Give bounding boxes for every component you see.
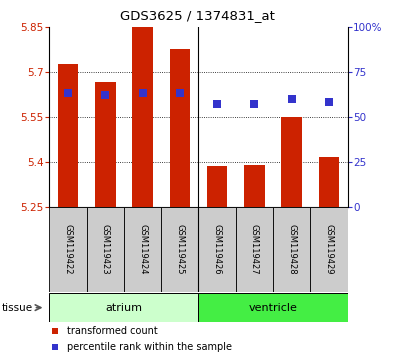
Text: atrium: atrium <box>105 303 143 313</box>
Text: GSM119424: GSM119424 <box>138 224 147 275</box>
Text: ventricle: ventricle <box>248 303 297 313</box>
Point <box>102 92 109 98</box>
Text: GSM119428: GSM119428 <box>287 224 296 275</box>
Text: GSM119423: GSM119423 <box>101 224 110 275</box>
Text: tissue: tissue <box>2 303 33 313</box>
Text: percentile rank within the sample: percentile rank within the sample <box>67 342 232 352</box>
Bar <box>58 64 78 207</box>
Bar <box>236 207 273 292</box>
Bar <box>273 207 310 292</box>
Bar <box>207 166 228 207</box>
Bar <box>87 207 124 292</box>
Point <box>250 272 256 277</box>
Bar <box>199 207 236 292</box>
Bar <box>132 25 153 207</box>
Text: GSM119429: GSM119429 <box>324 224 333 275</box>
Point <box>139 91 146 96</box>
Bar <box>319 158 339 207</box>
Bar <box>199 293 348 322</box>
Point <box>288 96 295 102</box>
Point <box>250 127 256 132</box>
Bar <box>95 82 116 207</box>
Bar <box>244 165 265 207</box>
Text: transformed count: transformed count <box>67 326 158 336</box>
Text: GSM119422: GSM119422 <box>64 224 73 275</box>
Bar <box>49 293 199 322</box>
Text: GDS3625 / 1374831_at: GDS3625 / 1374831_at <box>120 9 275 22</box>
Point <box>65 91 71 96</box>
Point <box>214 101 220 107</box>
Bar <box>310 207 348 292</box>
Text: GSM119427: GSM119427 <box>250 224 259 275</box>
Point <box>177 91 183 96</box>
Text: GSM119426: GSM119426 <box>213 224 222 275</box>
Bar <box>124 207 161 292</box>
Text: GSM119425: GSM119425 <box>175 224 184 275</box>
Bar <box>169 49 190 207</box>
Bar <box>161 207 199 292</box>
Bar <box>281 117 302 207</box>
Point <box>251 101 258 107</box>
Bar <box>49 207 87 292</box>
Point <box>326 99 332 105</box>
